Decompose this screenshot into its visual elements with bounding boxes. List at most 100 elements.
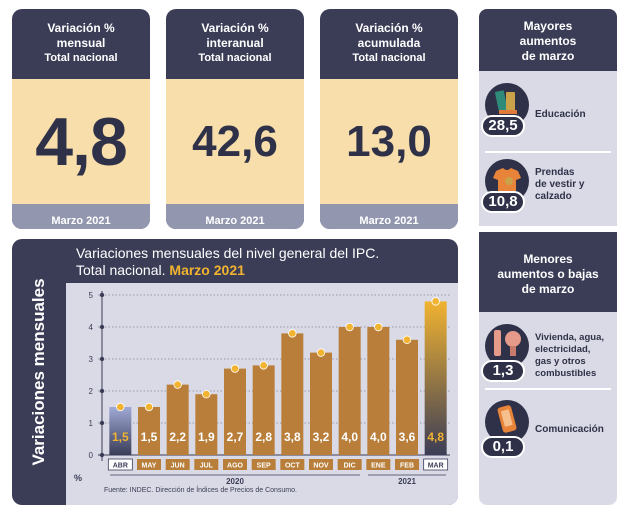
item-label-line: electricidad, bbox=[535, 344, 591, 355]
card-value: 42,6 bbox=[166, 79, 304, 204]
bar bbox=[424, 301, 447, 455]
item-label-line: combustibles bbox=[535, 368, 597, 379]
category-label: OCT bbox=[285, 463, 301, 470]
bar-dot bbox=[202, 389, 211, 399]
bar bbox=[109, 407, 132, 455]
item-label-line: gas y otros bbox=[535, 356, 586, 367]
card-footer: Marzo 2021 bbox=[320, 204, 458, 229]
card-title: Variación % bbox=[47, 21, 115, 35]
category-box bbox=[395, 459, 419, 470]
category-box bbox=[309, 459, 333, 470]
bar-dot bbox=[116, 402, 125, 412]
chart-plot-area: 0 1 2 3 4 5% 1,5 ABR 1,5 MAY 2,2 JUN 1,9 JUL 2,7 AGO 2,8… bbox=[66, 283, 458, 505]
bar-dot bbox=[230, 364, 240, 373]
card-value: 4,8 bbox=[12, 79, 150, 204]
monthly-variation-card: Variación % mensual Total nacional 4,8 M… bbox=[12, 9, 150, 229]
list-item: 0,1 Comunicación bbox=[479, 394, 617, 466]
category-label: ENE bbox=[371, 463, 386, 470]
category-box bbox=[366, 459, 391, 470]
bar bbox=[224, 368, 246, 455]
category-box bbox=[137, 459, 161, 470]
chart-title: Variaciones mensuales del nivel general … bbox=[76, 245, 380, 278]
y-tick-label: 3 bbox=[89, 355, 94, 364]
bar-dot bbox=[345, 322, 354, 332]
list-item: 10,8 Prendas de vestir y calzado bbox=[479, 157, 617, 225]
bar-dot bbox=[316, 348, 326, 357]
bar bbox=[166, 384, 189, 455]
ipc-chart-panel: Variaciones mensuales Variaciones mensua… bbox=[12, 239, 458, 505]
chart-source: Fuente: INDEC. Dirección de Índices de P… bbox=[104, 487, 297, 494]
divider bbox=[485, 151, 611, 153]
data-label: 1,5 bbox=[112, 430, 129, 444]
card-title: Variación % bbox=[201, 21, 269, 35]
bar-chart: 0 1 2 3 4 5% 1,5 ABR 1,5 MAY 2,2 JUN 1,9 JUL 2,7 AGO 2,8… bbox=[74, 291, 450, 486]
card-footer: Marzo 2021 bbox=[166, 204, 304, 229]
category-label: MAY bbox=[142, 463, 157, 470]
item-value: 10,8 bbox=[481, 191, 525, 213]
category-box bbox=[280, 459, 305, 470]
list-item: 28,5 Educación bbox=[479, 79, 617, 147]
card-footer: Marzo 2021 bbox=[12, 204, 150, 229]
y-tick-dot bbox=[99, 356, 105, 362]
category-label: SEP bbox=[257, 463, 271, 470]
bar-dot bbox=[288, 329, 297, 338]
category-box bbox=[107, 458, 133, 471]
bar-dot bbox=[431, 297, 440, 306]
y-tick-dot bbox=[99, 420, 105, 426]
category-box bbox=[423, 458, 449, 471]
category-label: DIC bbox=[344, 463, 356, 470]
card-subtitle: Total nacional bbox=[352, 52, 426, 64]
menores-header: Menores aumentos o bajas de marzo bbox=[479, 232, 617, 312]
bar-dot bbox=[259, 361, 268, 370]
item-label-line: de vestir y bbox=[535, 179, 585, 190]
y-tick-dot bbox=[99, 292, 105, 298]
category-label: JUN bbox=[171, 463, 185, 470]
data-label: 1,9 bbox=[198, 430, 215, 444]
card-value: 13,0 bbox=[320, 79, 458, 204]
data-label: 3,8 bbox=[284, 430, 301, 444]
year-label: 2021 bbox=[398, 477, 416, 486]
y-tick-label: 1 bbox=[89, 419, 94, 428]
category-label: ABR bbox=[113, 463, 128, 470]
card-title-2: mensual bbox=[56, 36, 106, 50]
item-label: Educación bbox=[535, 109, 586, 120]
category-label: FEB bbox=[400, 463, 414, 470]
year-label: 2020 bbox=[226, 477, 244, 486]
card-title-2: acumulada bbox=[357, 36, 421, 50]
accumulated-variation-card: Variación % acumulada Total nacional 13,… bbox=[320, 9, 458, 229]
bar bbox=[396, 339, 418, 455]
mayores-list: 28,5 Educación 10,8 Prendas de vestir y … bbox=[479, 71, 617, 226]
bar-dot bbox=[173, 380, 182, 389]
bar bbox=[138, 407, 160, 455]
y-tick-dot bbox=[99, 324, 105, 330]
item-value: 1,3 bbox=[481, 360, 525, 382]
data-label: 3,2 bbox=[313, 430, 330, 444]
mayores-header: Mayores aumentos de marzo bbox=[479, 9, 617, 71]
bar-dot bbox=[374, 322, 383, 332]
data-label: 4,0 bbox=[370, 430, 387, 444]
data-label: 2,2 bbox=[169, 430, 186, 444]
data-label: 3,6 bbox=[399, 430, 416, 444]
y-tick-dot bbox=[99, 388, 105, 394]
divider bbox=[485, 388, 611, 390]
card-subtitle: Total nacional bbox=[44, 52, 118, 64]
bar-dot bbox=[144, 402, 154, 412]
item-label-line: calzado bbox=[535, 191, 572, 202]
bar bbox=[310, 352, 332, 455]
data-label: 4,8 bbox=[427, 430, 444, 444]
data-label: 1,5 bbox=[141, 430, 158, 444]
category-box bbox=[194, 459, 219, 470]
data-label: 2,7 bbox=[227, 430, 244, 444]
y-tick-dot bbox=[99, 452, 105, 458]
yearly-variation-card: Variación % interanual Total nacional 42… bbox=[166, 9, 304, 229]
category-label: NOV bbox=[313, 463, 329, 470]
bar-dot bbox=[402, 335, 412, 344]
menores-list: 1,3 Vivienda, agua, electricidad, gas y … bbox=[479, 312, 617, 505]
y-tick-label: 0 bbox=[89, 451, 94, 460]
y-tick-label: 2 bbox=[89, 387, 94, 396]
y-tick-label: 4 bbox=[89, 323, 94, 332]
category-box bbox=[337, 459, 362, 470]
category-box bbox=[251, 459, 276, 470]
category-box bbox=[165, 459, 190, 470]
bar bbox=[367, 327, 390, 455]
